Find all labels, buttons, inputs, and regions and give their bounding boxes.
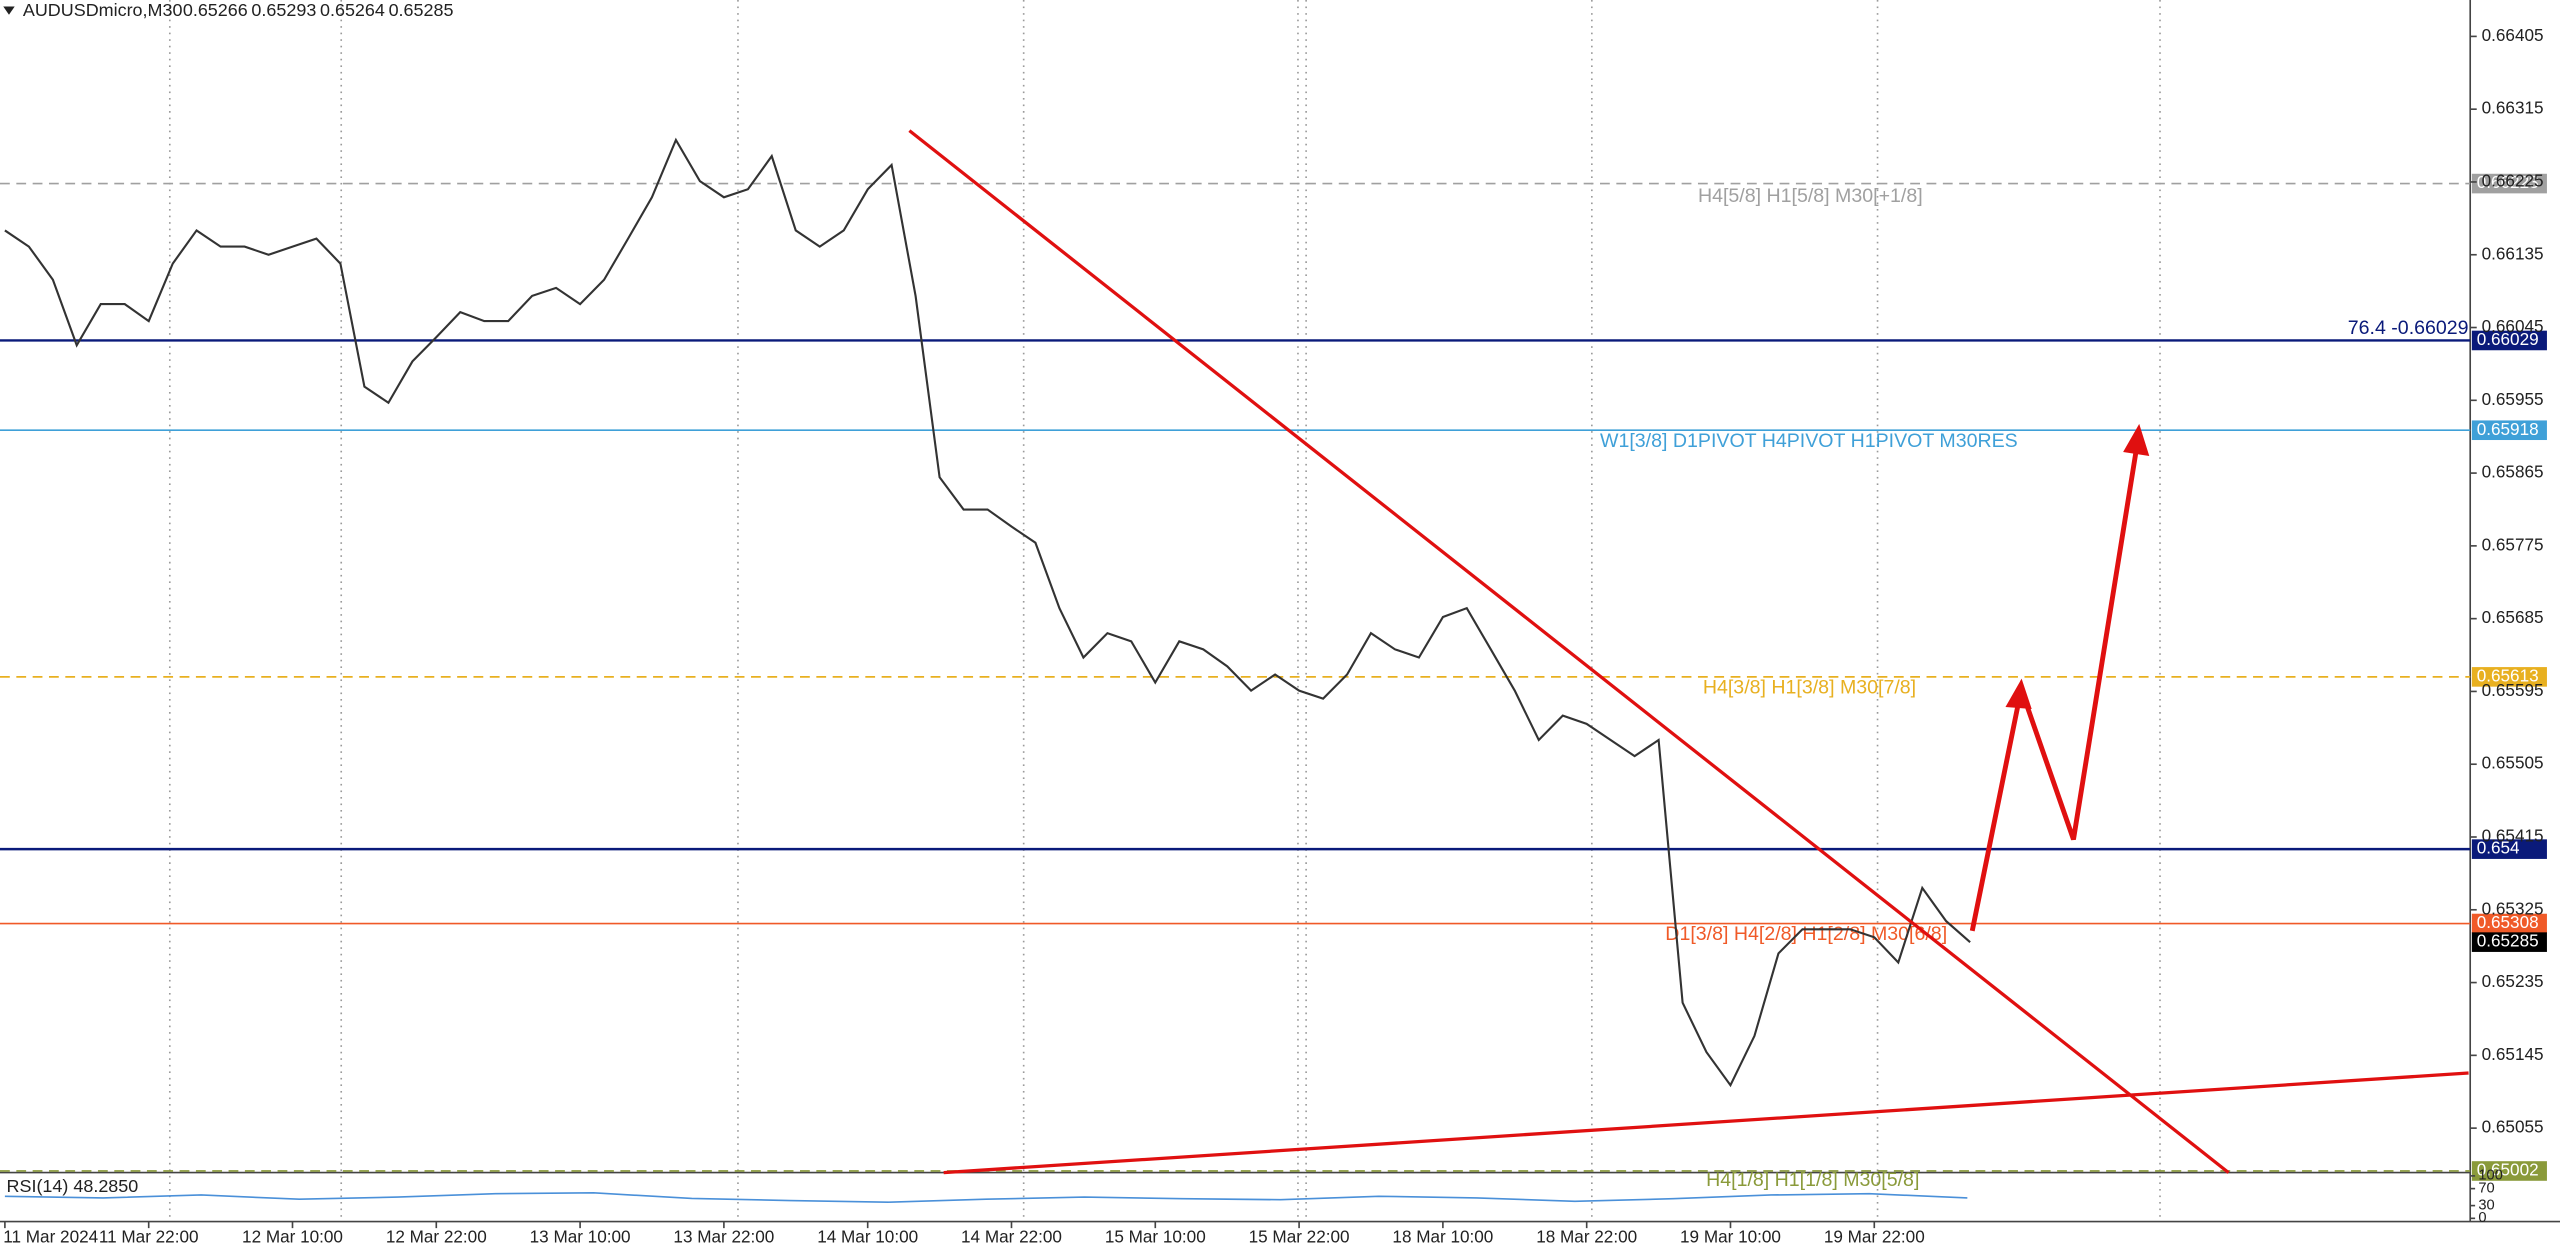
price-box-label: 0.65918 — [2477, 419, 2539, 439]
y-tick-label: 0.65955 — [2482, 389, 2544, 409]
rsi-line — [4, 1192, 1968, 1203]
price-box — [2471, 420, 2547, 441]
x-tick-label: 18 Mar 22:00 — [1536, 1226, 1637, 1246]
rsi-tick-label: 30 — [2478, 1197, 2494, 1213]
y-tick-label: 0.66045 — [2482, 316, 2544, 336]
price-box-label: 0.65308 — [2477, 912, 2539, 932]
x-tick-label: 11 Mar 2024 — [3, 1226, 98, 1246]
series — [4, 137, 1971, 1088]
rsi-tick-label: 70 — [2478, 1180, 2494, 1196]
price-line — [4, 137, 1971, 1088]
y-tick-label: 0.65865 — [2482, 462, 2544, 482]
price-box — [2471, 330, 2547, 351]
drawings — [908, 129, 2469, 1175]
y-tick-label: 0.66225 — [2482, 170, 2544, 190]
rsi-tick-label: 0 — [2478, 1210, 2486, 1226]
x-tick-label: 19 Mar 22:00 — [1824, 1226, 1925, 1246]
y-tick-label: 0.65505 — [2482, 753, 2544, 773]
y-tick-label: 0.65325 — [2482, 898, 2544, 918]
ohlc-high: 0.65293 — [251, 0, 316, 20]
price-box-label: 0.66029 — [2477, 329, 2539, 349]
price-box — [2471, 667, 2547, 687]
y-tick-label: 0.65235 — [2482, 971, 2544, 991]
x-tick-label: 11 Mar 22:00 — [99, 1226, 199, 1246]
price-box-label: 0.66223 — [2477, 172, 2539, 192]
x-tick-label: 14 Mar 22:00 — [961, 1226, 1062, 1246]
y-tick-label: 0.66315 — [2482, 98, 2544, 118]
level-label: 76.4 -0.66029 — [2348, 317, 2469, 339]
level-label: H4[5/8] H1[5/8] M30[+1/8] — [1698, 185, 1923, 207]
arrow-head — [2005, 678, 2032, 709]
trend-line — [908, 129, 2230, 1174]
forecast-arrow — [1969, 434, 2142, 932]
ohlc-low: 0.65264 — [320, 0, 385, 20]
symbol: AUDUSDmicro,M30 — [23, 0, 183, 20]
rsi-label: RSI(14) 48.2850 — [7, 1176, 139, 1196]
levels: 0.66223 H4[5/8] H1[5/8] M30[+1/8] 0.66029 7… — [0, 172, 2547, 1191]
menu-triangle[interactable] — [3, 6, 15, 15]
rsi-tick-label: 100 — [2478, 1168, 2503, 1184]
ohlc-open: 0.65266 — [183, 0, 248, 20]
price-box — [2471, 932, 2547, 952]
price-box — [2471, 913, 2547, 934]
x-tick-label: 15 Mar 10:00 — [1105, 1226, 1206, 1246]
x-tick-label: 13 Mar 10:00 — [530, 1226, 631, 1246]
price-box-label: 0.65285 — [2477, 931, 2539, 951]
price-box-label: 0.654 — [2477, 838, 2520, 858]
level-label: H4[1/8] H1[1/8] M30[5/8] — [1706, 1169, 1919, 1191]
x-tick-label: 13 Mar 22:00 — [673, 1226, 774, 1246]
price-box — [2471, 1161, 2547, 1181]
price-box-label: 0.65613 — [2477, 665, 2539, 685]
x-tick-label: 19 Mar 10:00 — [1680, 1226, 1781, 1246]
x-tick-label: 18 Mar 10:00 — [1392, 1226, 1493, 1246]
x-tick-label: 14 Mar 10:00 — [817, 1226, 918, 1246]
level-label: H4[3/8] H1[3/8] M30[7/8] — [1703, 676, 1916, 698]
vertical-grid — [168, 0, 2161, 1222]
y-tick-label: 0.65145 — [2482, 1044, 2544, 1064]
x-tick-label: 15 Mar 22:00 — [1249, 1226, 1350, 1246]
y-tick-label: 0.66135 — [2482, 243, 2544, 263]
price-box — [2471, 839, 2547, 859]
level-label: W1[3/8] D1PIVOT H4PIVOT H1PIVOT M30RES — [1600, 430, 2018, 452]
y-tick-label: 0.65415 — [2482, 826, 2544, 846]
y-tick-label: 0.65055 — [2482, 1117, 2544, 1137]
y-tick-label: 0.65595 — [2482, 680, 2544, 700]
y-tick-label: 0.65775 — [2482, 534, 2544, 554]
ohlc-close: 0.65285 — [389, 0, 454, 20]
y-tick-label: 0.65685 — [2482, 607, 2544, 627]
y-tick-label: 0.66405 — [2482, 25, 2544, 45]
arrow-head — [2123, 423, 2150, 457]
x-tick-label: 12 Mar 22:00 — [386, 1226, 487, 1246]
x-tick-label: 12 Mar 10:00 — [242, 1226, 343, 1246]
price-box-label: 0.65002 — [2477, 1160, 2539, 1180]
price-box — [2471, 173, 2547, 194]
trend-line — [943, 1071, 2469, 1175]
